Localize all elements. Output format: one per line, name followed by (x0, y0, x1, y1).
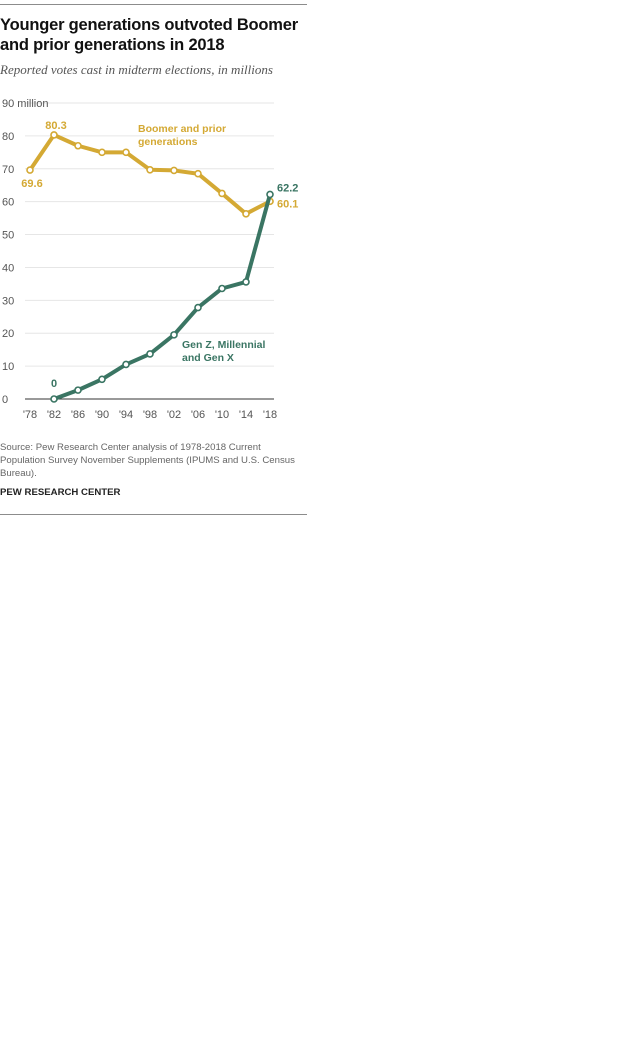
data-point (242, 278, 250, 286)
data-point (98, 148, 106, 157)
x-tick-label: '90 (95, 409, 109, 421)
x-tick-label: '18 (263, 409, 277, 421)
data-point (194, 303, 202, 312)
data-point (146, 165, 154, 174)
x-tick-label: '86 (71, 409, 85, 421)
x-tick-label: '78 (23, 409, 37, 421)
data-point (194, 169, 202, 178)
data-point (122, 148, 130, 157)
chart-title: Younger generations outvoted Boomer and … (0, 16, 298, 54)
y-tick-label: 20 (2, 328, 14, 340)
data-point (26, 166, 34, 174)
series-label-genx: and Gen X (182, 352, 234, 364)
y-tick-label: 10 (2, 361, 14, 373)
data-label: 80.3 (45, 120, 66, 132)
series-label-boomer: Boomer and prior (138, 123, 226, 135)
data-point (50, 395, 58, 403)
data-label: 0 (51, 378, 57, 390)
x-tick-label: '82 (47, 409, 61, 421)
x-tick-label: '98 (143, 409, 157, 421)
bottom-rule (0, 514, 307, 515)
x-tick-label: '94 (119, 409, 133, 421)
y-tick-label: 0 (2, 394, 8, 406)
data-point (218, 189, 226, 198)
data-point (146, 350, 154, 358)
x-tick-label: '14 (239, 409, 253, 421)
data-point (98, 375, 106, 384)
data-label: 62.2 (277, 182, 298, 194)
data-point (218, 284, 226, 293)
x-tick-label: '06 (191, 409, 205, 421)
data-point (242, 210, 250, 218)
series-label-boomer: generations (138, 136, 198, 148)
y-tick-label: 60 (2, 197, 14, 209)
y-tick-label: 30 (2, 295, 14, 307)
y-tick-label: 50 (2, 230, 14, 242)
data-point (74, 386, 82, 394)
line-chart: 0 10 20 30 40 50 60 70 80 90 million '78 '82 '86 '90 '… (2, 98, 298, 421)
top-rule (0, 4, 307, 5)
data-point (170, 166, 178, 175)
y-tick-label: 70 (2, 164, 14, 176)
data-point (50, 131, 58, 139)
chart-card: Younger generations outvoted Boomer and … (0, 0, 307, 516)
chart-subtitle: Reported votes cast in midterm elections… (0, 62, 273, 77)
data-label: 60.1 (277, 198, 298, 210)
credit-line: PEW RESEARCH CENTER (0, 487, 121, 498)
y-tick-label: 40 (2, 262, 14, 274)
data-point (266, 190, 274, 199)
data-point (170, 331, 178, 339)
data-point (74, 141, 82, 150)
series-label-genx: Gen Z, Millennial (182, 339, 266, 351)
data-label: 69.6 (21, 178, 42, 190)
series-line-1 (52, 192, 272, 401)
data-point (122, 360, 130, 369)
source-note: Source: Pew Research Center analysis of … (0, 442, 295, 479)
y-tick-label: 80 (2, 131, 14, 143)
x-tick-label: '02 (167, 409, 181, 421)
x-tick-label: '10 (215, 409, 229, 421)
y-tick-label: 90 million (2, 98, 48, 110)
